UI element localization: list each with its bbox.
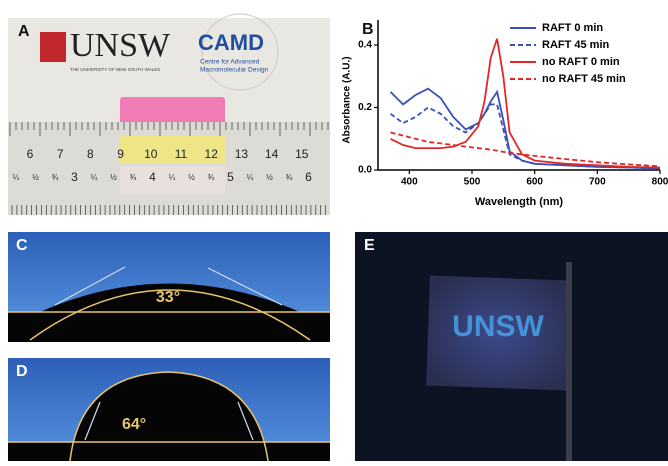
centre-subtitle: Centre for Advanced bbox=[200, 59, 260, 66]
centre-subtitle: Macromolecular Design bbox=[200, 67, 269, 74]
x-tick-label: 400 bbox=[401, 177, 418, 188]
ruler-number: 9 bbox=[117, 147, 124, 161]
contact-angle: 33° bbox=[156, 289, 180, 306]
panel-a: UNSW THE UNIVERSITY OF NEW SOUTH WALES C… bbox=[8, 14, 330, 215]
ruler-number: ¼ bbox=[247, 173, 254, 182]
ruler-number: 7 bbox=[57, 147, 64, 161]
ruler-number: ½ bbox=[188, 173, 195, 182]
legend-label: RAFT 45 min bbox=[542, 39, 610, 51]
ruler-number: ½ bbox=[266, 173, 273, 182]
ruler-number: 15 bbox=[295, 147, 309, 161]
ruler-number: 14 bbox=[265, 147, 279, 161]
panel-label: C bbox=[16, 237, 28, 254]
ruler-number: 6 bbox=[305, 170, 312, 184]
ruler-number: 3 bbox=[71, 170, 78, 184]
ruler-number: ¼ bbox=[169, 173, 176, 182]
glow-text: UNSW bbox=[452, 310, 544, 343]
ruler-number: ¾ bbox=[130, 173, 137, 182]
ruler-number: ¼ bbox=[91, 173, 98, 182]
ruler-number: ¾ bbox=[208, 173, 215, 182]
x-tick-label: 500 bbox=[464, 177, 481, 188]
holder bbox=[566, 262, 572, 461]
photo-background bbox=[8, 312, 330, 342]
panel-e: UNSW E bbox=[355, 232, 668, 461]
panel-c: 33° C bbox=[8, 232, 330, 342]
ruler-number: 8 bbox=[87, 147, 94, 161]
x-tick-label: 700 bbox=[589, 177, 606, 188]
figure: UNSW THE UNIVERSITY OF NEW SOUTH WALES C… bbox=[0, 0, 668, 461]
legend-label: RAFT 0 min bbox=[542, 22, 603, 34]
centre-text: CAMD bbox=[198, 30, 264, 55]
ruler-number: 12 bbox=[205, 147, 219, 161]
panel-label: E bbox=[364, 237, 375, 254]
logo-subtitle: THE UNIVERSITY OF NEW SOUTH WALES bbox=[70, 67, 160, 72]
ruler-number: ¾ bbox=[286, 173, 293, 182]
ruler-number: ¾ bbox=[52, 173, 59, 182]
ruler-number: 5 bbox=[227, 170, 234, 184]
y-tick-label: 0.0 bbox=[358, 165, 372, 176]
ruler-number: ½ bbox=[110, 173, 117, 182]
panel-d: 64° D bbox=[8, 358, 330, 461]
x-tick-label: 800 bbox=[652, 177, 668, 188]
ruler-number: 11 bbox=[175, 147, 188, 161]
ruler-number: 10 bbox=[144, 147, 158, 161]
panel-label: B bbox=[362, 21, 374, 38]
legend-label: no RAFT 45 min bbox=[542, 73, 626, 85]
y-tick-label: 0.2 bbox=[358, 102, 372, 113]
y-axis-label: Absorbance (A.U.) bbox=[342, 56, 353, 143]
panel-label: A bbox=[18, 23, 30, 40]
panel-label: D bbox=[16, 363, 28, 380]
ruler-number: 13 bbox=[235, 147, 249, 161]
crest bbox=[40, 32, 66, 62]
x-axis-label: Wavelength (nm) bbox=[475, 196, 564, 208]
legend-label: no RAFT 0 min bbox=[542, 56, 620, 68]
panel-b: B 0.0 0.2 0.4 400 500 600 700 800 Wavelength (nm… bbox=[342, 20, 668, 208]
ruler-number: ¼ bbox=[13, 173, 20, 182]
ruler-number: ½ bbox=[32, 173, 39, 182]
contact-angle: 64° bbox=[122, 416, 146, 433]
y-tick-label: 0.4 bbox=[358, 40, 372, 51]
ruler-number: 6 bbox=[27, 147, 34, 161]
logo-text: UNSW bbox=[70, 27, 171, 64]
ruler-number: 4 bbox=[149, 170, 156, 184]
series-line bbox=[391, 104, 661, 168]
x-tick-label: 600 bbox=[526, 177, 543, 188]
